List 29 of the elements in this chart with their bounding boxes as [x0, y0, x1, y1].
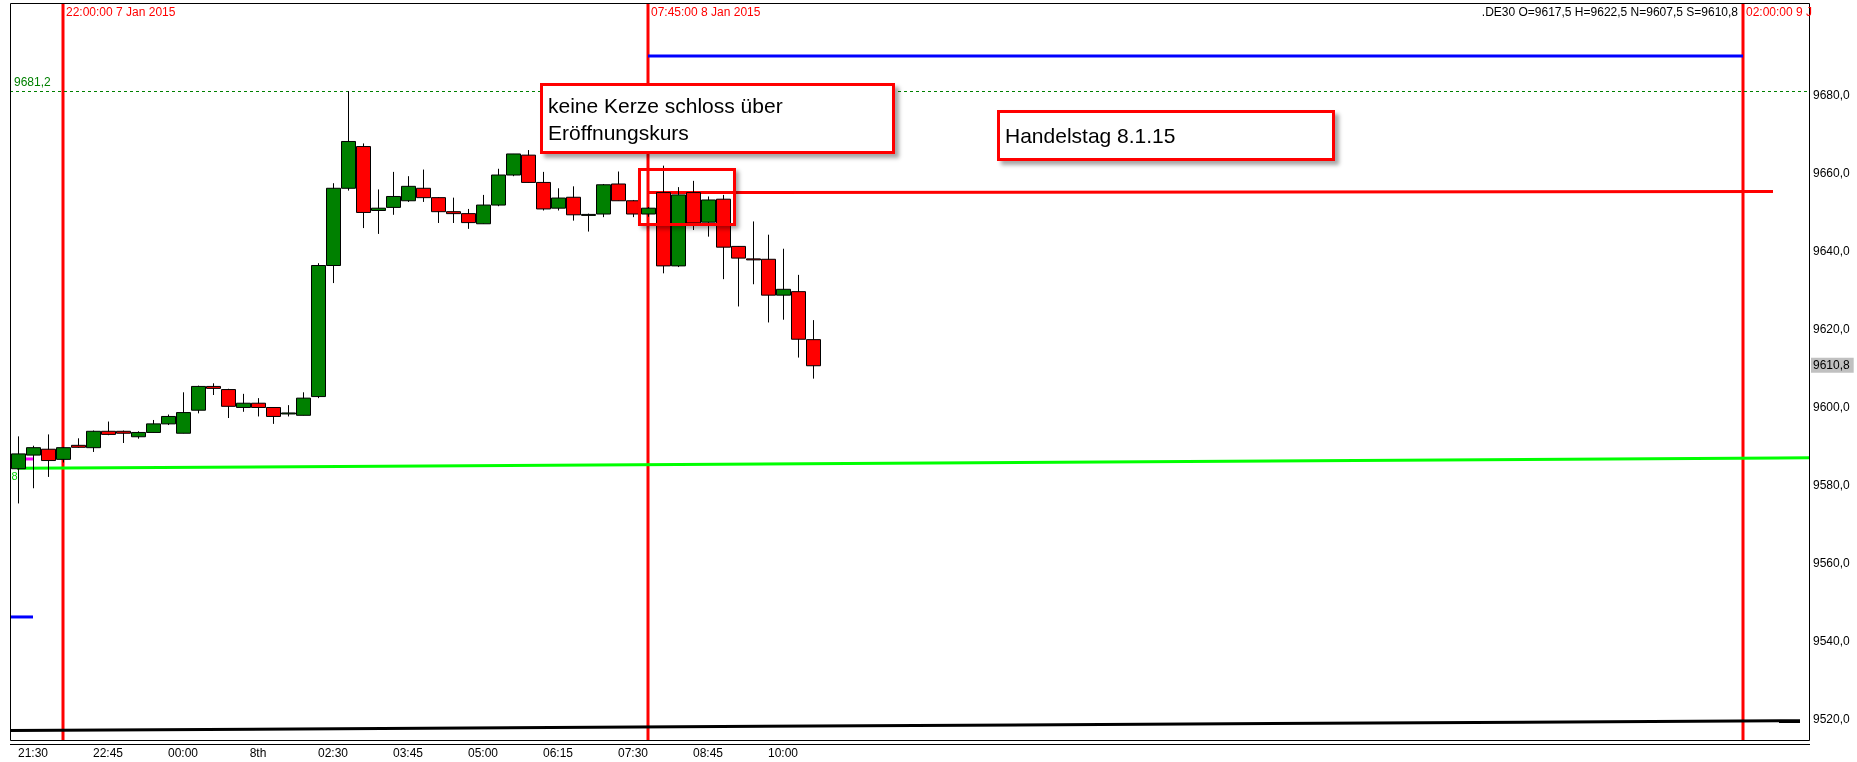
- ref-line-label: 22:00:00 7 Jan 2015: [66, 5, 176, 20]
- x-tick-label: 08:45: [692, 745, 724, 760]
- y-tick-label: 9600,0: [1813, 400, 1851, 415]
- ref-line-label: 9681,2: [14, 75, 52, 90]
- ref-line-label: 02:00:00 9 J: [1746, 5, 1813, 20]
- y-tick-label: 9560,0: [1813, 556, 1851, 571]
- x-tick-label: 10:00: [767, 745, 799, 760]
- x-tick-label: 06:15: [542, 745, 574, 760]
- y-tick-label: 9540,0: [1813, 634, 1851, 649]
- x-tick-label: 02:30: [317, 745, 349, 760]
- x-tick-label: 03:45: [392, 745, 424, 760]
- annotation: 8: [11, 469, 18, 482]
- x-tick-label: 07:30: [617, 745, 649, 760]
- y-tick-label: 9660,0: [1813, 166, 1851, 181]
- x-tick-label: 8th: [249, 745, 267, 760]
- chart-title: .DE30 O=9617,5 H=9622,5 N=9607,5 S=9610,8: [1481, 5, 1739, 20]
- annotation: Handelstag 8.1.15: [1005, 123, 1177, 149]
- y-tick-label: 9680,0: [1813, 88, 1851, 103]
- x-tick-label: 22:45: [92, 745, 124, 760]
- y-tick-label: 9580,0: [1813, 478, 1851, 493]
- ref-line-label: 07:45:00 8 Jan 2015: [651, 5, 761, 20]
- x-tick-label: 00:00: [167, 745, 199, 760]
- y-tick-label: 9520,0: [1813, 712, 1851, 727]
- annotation: keine Kerze schloss über Eröffnungskurs: [548, 92, 784, 146]
- x-tick-label: 05:00: [467, 745, 499, 760]
- y-tick-label: 9640,0: [1813, 244, 1851, 259]
- annotation: 9610,8: [1813, 358, 1851, 373]
- x-tick-label: 21:30: [17, 745, 49, 760]
- y-tick-label: 9620,0: [1813, 322, 1851, 337]
